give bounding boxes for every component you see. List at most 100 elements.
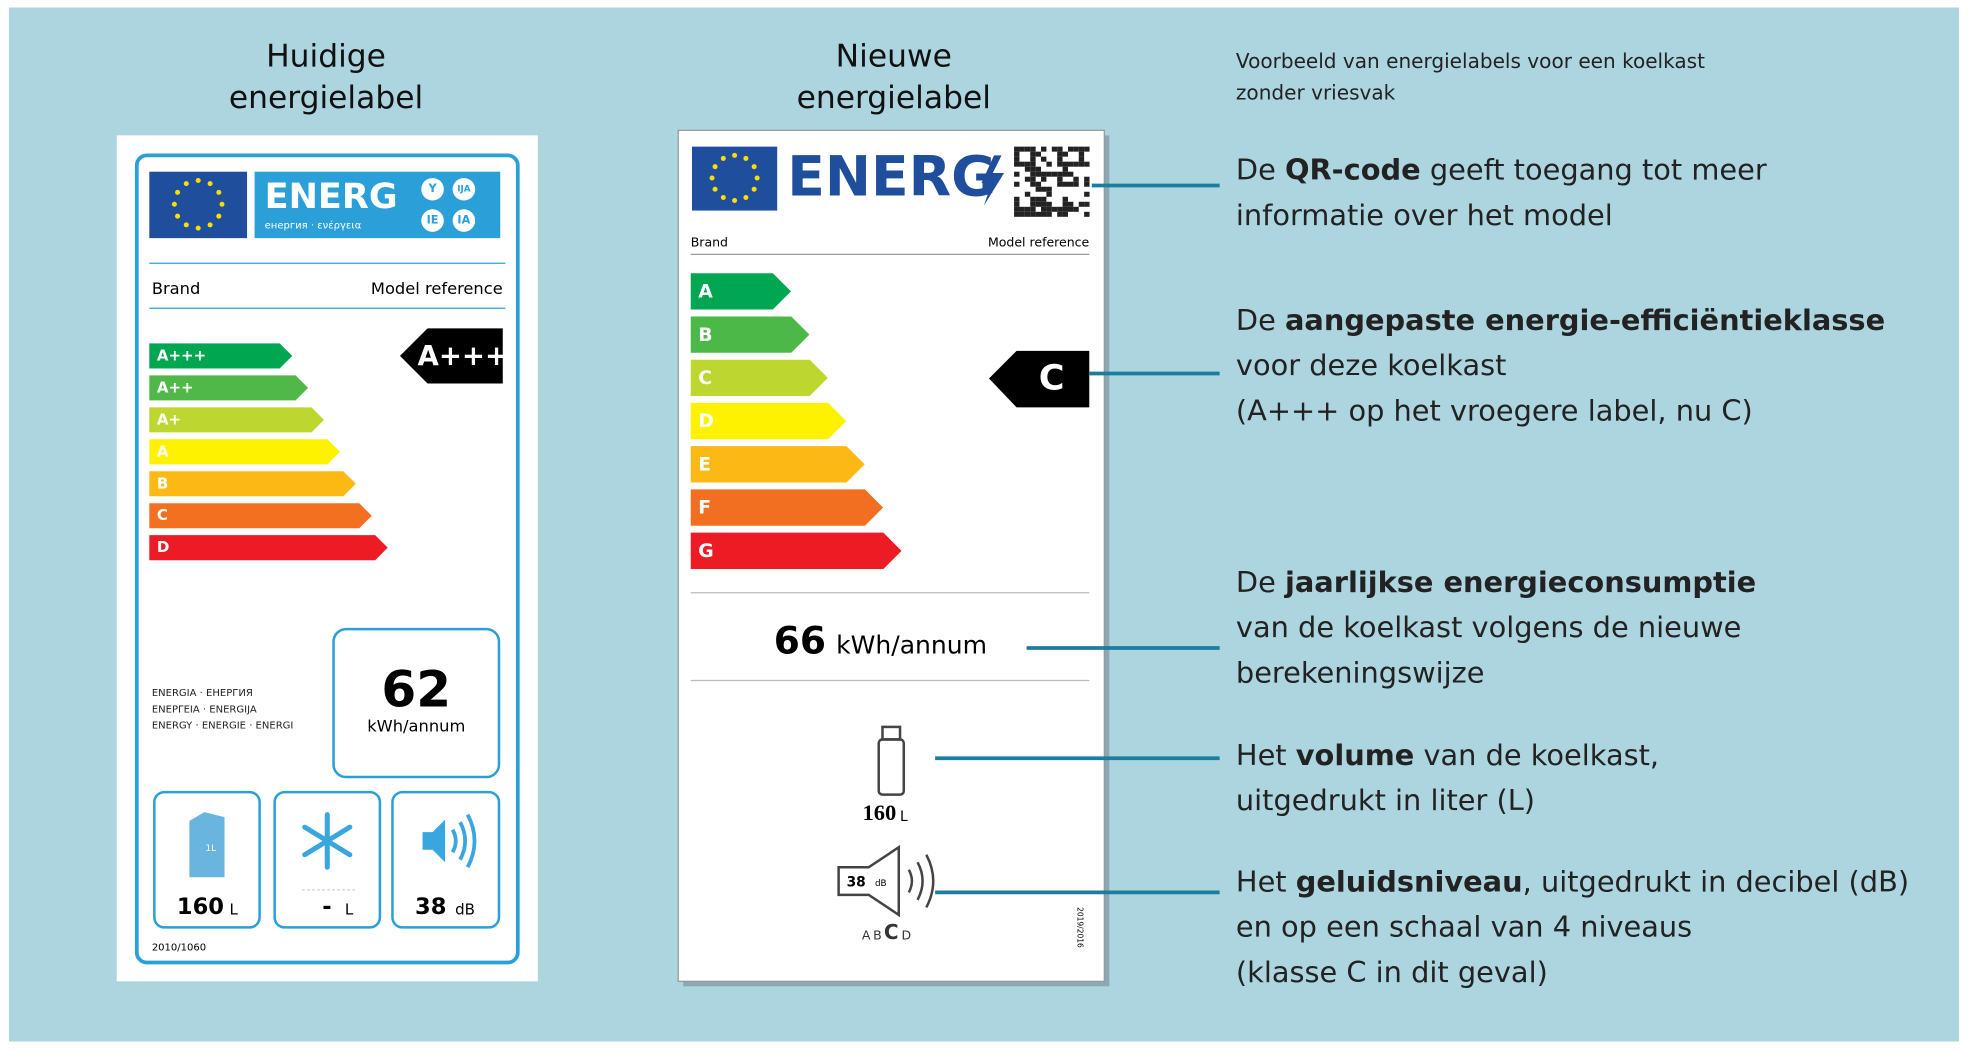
qr-cell — [1057, 206, 1063, 212]
class-arrow — [690, 489, 884, 526]
qr-cell — [1046, 191, 1052, 197]
qr-cell — [1078, 201, 1085, 207]
class-arrow — [690, 532, 902, 569]
multilingual: ENERGIA · ЕНЕРГИЯ — [152, 688, 253, 699]
rating: A+++ — [418, 339, 509, 372]
class-arrow — [149, 535, 388, 561]
star — [712, 186, 718, 192]
annotation-text: informatie over het model — [1236, 198, 1613, 232]
class-arrow — [149, 375, 309, 401]
heading: energielabel — [797, 80, 991, 116]
qr-cell — [1014, 181, 1020, 187]
noise-class: D — [901, 928, 911, 943]
annotation-text: Het — [1236, 738, 1296, 772]
badge-text: Y — [427, 182, 437, 195]
qr-cell — [1057, 151, 1063, 157]
energy-word: ENERG — [787, 146, 996, 210]
annotation-text: voor deze koelkast — [1236, 348, 1507, 382]
icon-box — [273, 790, 382, 929]
label-border — [134, 153, 520, 965]
annotation-line: (klasse C in dit geval) — [1236, 955, 1548, 989]
snowflake-icon — [302, 812, 353, 870]
class-label: F — [698, 498, 711, 519]
star — [216, 189, 222, 195]
annotation-text: (A+++ op het vroegere label, nu C) — [1236, 393, 1753, 427]
icon-box — [391, 790, 501, 929]
qr-cell — [1035, 151, 1042, 157]
star — [195, 177, 201, 183]
class-arrow — [690, 316, 810, 353]
class-label: E — [698, 454, 711, 475]
qr-cell — [1041, 171, 1047, 177]
qr-cell — [1046, 171, 1052, 177]
qr-cell — [1030, 206, 1036, 212]
annotation-line: Het volume van de koelkast, — [1236, 738, 1659, 772]
annotation-text: geluidsniveau — [1296, 865, 1523, 899]
qr-cell — [1084, 181, 1090, 187]
qr-cell — [1019, 146, 1025, 152]
qr-cell — [1030, 156, 1036, 162]
icon-box — [153, 790, 261, 929]
class-arrow — [149, 407, 325, 433]
qr-cell — [1084, 146, 1090, 152]
consumption: 62 — [381, 660, 451, 719]
qr-cell — [1051, 171, 1058, 177]
annotation-text: berekeningswijze — [1236, 655, 1485, 689]
qr-cell — [1062, 181, 1068, 187]
bolt — [981, 155, 1005, 206]
star — [171, 201, 177, 207]
qr-cell — [1041, 206, 1047, 212]
noise-unit: dB — [875, 879, 887, 889]
qr-cell — [1062, 151, 1068, 157]
qr-cell — [1035, 166, 1042, 172]
qr-cell — [1014, 146, 1020, 152]
qr-cell — [1014, 156, 1020, 162]
class-arrow — [690, 359, 828, 397]
qr-cell — [1014, 151, 1020, 157]
sound-waves — [450, 813, 477, 869]
bottle-cap — [881, 725, 902, 741]
annotation-text: uitgedrukt in liter (L) — [1236, 783, 1535, 817]
qr-cell — [1046, 186, 1052, 192]
star — [195, 225, 201, 231]
qr-cell — [1057, 146, 1063, 152]
qr-cell — [1078, 156, 1085, 162]
star — [743, 155, 749, 161]
qr-cell — [1030, 171, 1036, 177]
star — [175, 213, 181, 219]
heading: Huidige — [266, 39, 386, 75]
qr-cell — [1024, 166, 1031, 172]
qr-cell — [1035, 196, 1042, 202]
annotation-line: (A+++ op het vroegere label, nu C) — [1236, 393, 1753, 427]
annotation-line: en op een schaal van 4 niveaus — [1236, 910, 1692, 944]
qr-cell — [1035, 186, 1042, 192]
qr-cell — [1057, 161, 1063, 167]
qr-cell — [1057, 171, 1063, 177]
class-label: A+++ — [157, 346, 206, 364]
star — [732, 198, 738, 204]
annotation-line: berekeningswijze — [1236, 655, 1485, 689]
star — [732, 152, 738, 158]
qr-cell — [1057, 176, 1063, 182]
regulation: 2019/2016 — [1075, 907, 1084, 948]
star — [216, 213, 222, 219]
qr-cell — [1046, 206, 1052, 212]
class-arrow — [690, 402, 847, 440]
qr-cell — [1073, 206, 1079, 212]
consumption-box — [332, 627, 501, 779]
model: Model reference — [988, 235, 1090, 250]
class-arrow — [149, 471, 356, 497]
qr-cell — [1030, 161, 1036, 167]
qr-cell — [1046, 161, 1052, 167]
star — [207, 181, 213, 187]
qr-cell — [1030, 211, 1036, 217]
class-label: A+ — [157, 410, 181, 428]
qr-cell — [1041, 176, 1047, 182]
caption: zonder vriesvak — [1236, 80, 1396, 104]
qr-cell — [1073, 161, 1079, 167]
qr-cell — [1014, 206, 1020, 212]
qr-cell — [1035, 211, 1042, 217]
qr-cell — [1062, 161, 1068, 167]
class-arrow — [149, 343, 293, 369]
qr-cell — [1078, 151, 1085, 157]
